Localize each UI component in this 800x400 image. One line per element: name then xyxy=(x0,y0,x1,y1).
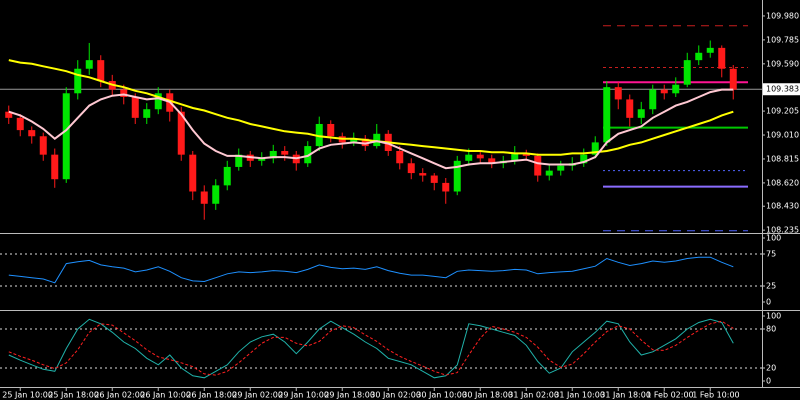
indicator-line xyxy=(8,256,734,284)
x-tick-label: 1 Feb 10:00 xyxy=(692,391,739,400)
candle-body xyxy=(672,84,680,94)
candle-body xyxy=(614,87,622,100)
candle-body xyxy=(131,96,139,118)
candle-body xyxy=(649,89,657,110)
x-tick-label: 31 Jan 10:00 xyxy=(554,391,605,400)
candle-body xyxy=(154,93,162,110)
candle-body xyxy=(442,182,450,192)
y-tick-label: 109.590 xyxy=(766,59,799,68)
indicator-line xyxy=(8,88,734,170)
y-tick-label: 108.815 xyxy=(766,154,799,163)
candle-body xyxy=(419,173,427,176)
y-tick-label: 109.010 xyxy=(766,131,799,140)
y-tick-label: 100 xyxy=(766,312,781,321)
candle-body xyxy=(143,109,151,118)
y-tick-label: 108.620 xyxy=(766,178,799,187)
x-tick-label: 25 Jan 10:00 xyxy=(2,391,53,400)
candle-body xyxy=(626,99,634,118)
candle-body xyxy=(465,154,473,161)
candle-body xyxy=(511,153,519,161)
y-tick-label: 109.980 xyxy=(766,11,799,20)
candle-body xyxy=(189,154,197,192)
candle-body xyxy=(304,146,312,164)
y-tick-label: 25 xyxy=(766,282,776,291)
candle-body xyxy=(315,123,323,147)
candle-body xyxy=(269,150,277,159)
candle-body xyxy=(51,154,59,180)
candle-body xyxy=(660,89,668,94)
y-tick-label: 0 xyxy=(766,377,771,386)
y-tick-label: 80 xyxy=(766,325,776,334)
x-tick-label: 26 Jan 10:00 xyxy=(140,391,191,400)
candle-body xyxy=(85,60,93,69)
x-tick-label: 30 Jan 10:00 xyxy=(416,391,467,400)
x-tick-label: 30 Jan 18:00 xyxy=(462,391,513,400)
candle-body xyxy=(637,109,645,118)
candle-body xyxy=(212,185,220,204)
candle-body xyxy=(695,52,703,61)
candle-body xyxy=(476,154,484,159)
candle-body xyxy=(718,47,726,69)
candle-body xyxy=(223,166,231,186)
candle-body xyxy=(97,60,105,82)
candle-body xyxy=(591,142,599,155)
x-tick-label: 26 Jan 18:00 xyxy=(186,391,237,400)
y-tick-label: 108.235 xyxy=(766,226,799,235)
x-tick-label: 29 Jan 02:00 xyxy=(232,391,283,400)
y-tick-label: 20 xyxy=(766,364,776,373)
x-tick-label: 25 Jan 18:00 xyxy=(48,391,99,400)
candle-body xyxy=(16,117,24,131)
x-tick-label: 31 Jan 02:00 xyxy=(508,391,559,400)
candle-body xyxy=(235,154,243,167)
candle-body xyxy=(200,191,208,204)
candle-body xyxy=(177,111,185,155)
candle-body xyxy=(258,158,266,161)
candle-body xyxy=(120,89,128,97)
candle-body xyxy=(683,60,691,85)
x-tick-label: 31 Jan 18:00 xyxy=(600,391,651,400)
x-tick-label: 30 Jan 02:00 xyxy=(370,391,421,400)
candle-body xyxy=(74,68,82,94)
x-tick-label: 26 Jan 02:00 xyxy=(94,391,145,400)
candle-body xyxy=(430,175,438,183)
x-tick-label: 29 Jan 10:00 xyxy=(278,391,329,400)
candle-body xyxy=(557,165,565,171)
x-tick-label: 29 Jan 18:00 xyxy=(324,391,375,400)
y-tick-label: 75 xyxy=(766,250,776,259)
candle-body xyxy=(373,133,381,147)
candle-body xyxy=(453,160,461,192)
current-price-label: 109.383 xyxy=(766,85,799,94)
candle-body xyxy=(62,93,70,180)
candle-body xyxy=(522,153,530,156)
y-tick-label: 108.430 xyxy=(766,202,799,211)
x-tick-label: 1 Feb 02:00 xyxy=(646,391,693,400)
candle-body xyxy=(545,170,553,176)
indicator-line xyxy=(8,318,734,379)
candle-body xyxy=(534,155,542,176)
candle-body xyxy=(396,150,404,164)
candle-body xyxy=(706,47,714,53)
candle-body xyxy=(580,154,588,164)
y-tick-label: 109.205 xyxy=(766,107,799,116)
candle-body xyxy=(603,87,611,143)
y-tick-label: 100 xyxy=(766,234,781,243)
indicator-line xyxy=(8,59,734,156)
candle-body xyxy=(407,163,415,174)
candle-body xyxy=(488,158,496,164)
y-tick-label: 0 xyxy=(766,298,771,307)
candle-body xyxy=(39,136,47,155)
indicator-line xyxy=(8,320,734,376)
candle-body xyxy=(28,130,36,137)
y-tick-label: 109.785 xyxy=(766,35,799,44)
candle-body xyxy=(361,138,369,147)
candle-body xyxy=(729,68,737,90)
current-price-box xyxy=(763,83,800,96)
candle-body xyxy=(5,111,13,118)
candle-body xyxy=(350,138,358,143)
candle-body xyxy=(327,123,335,137)
candle-body xyxy=(281,150,289,155)
